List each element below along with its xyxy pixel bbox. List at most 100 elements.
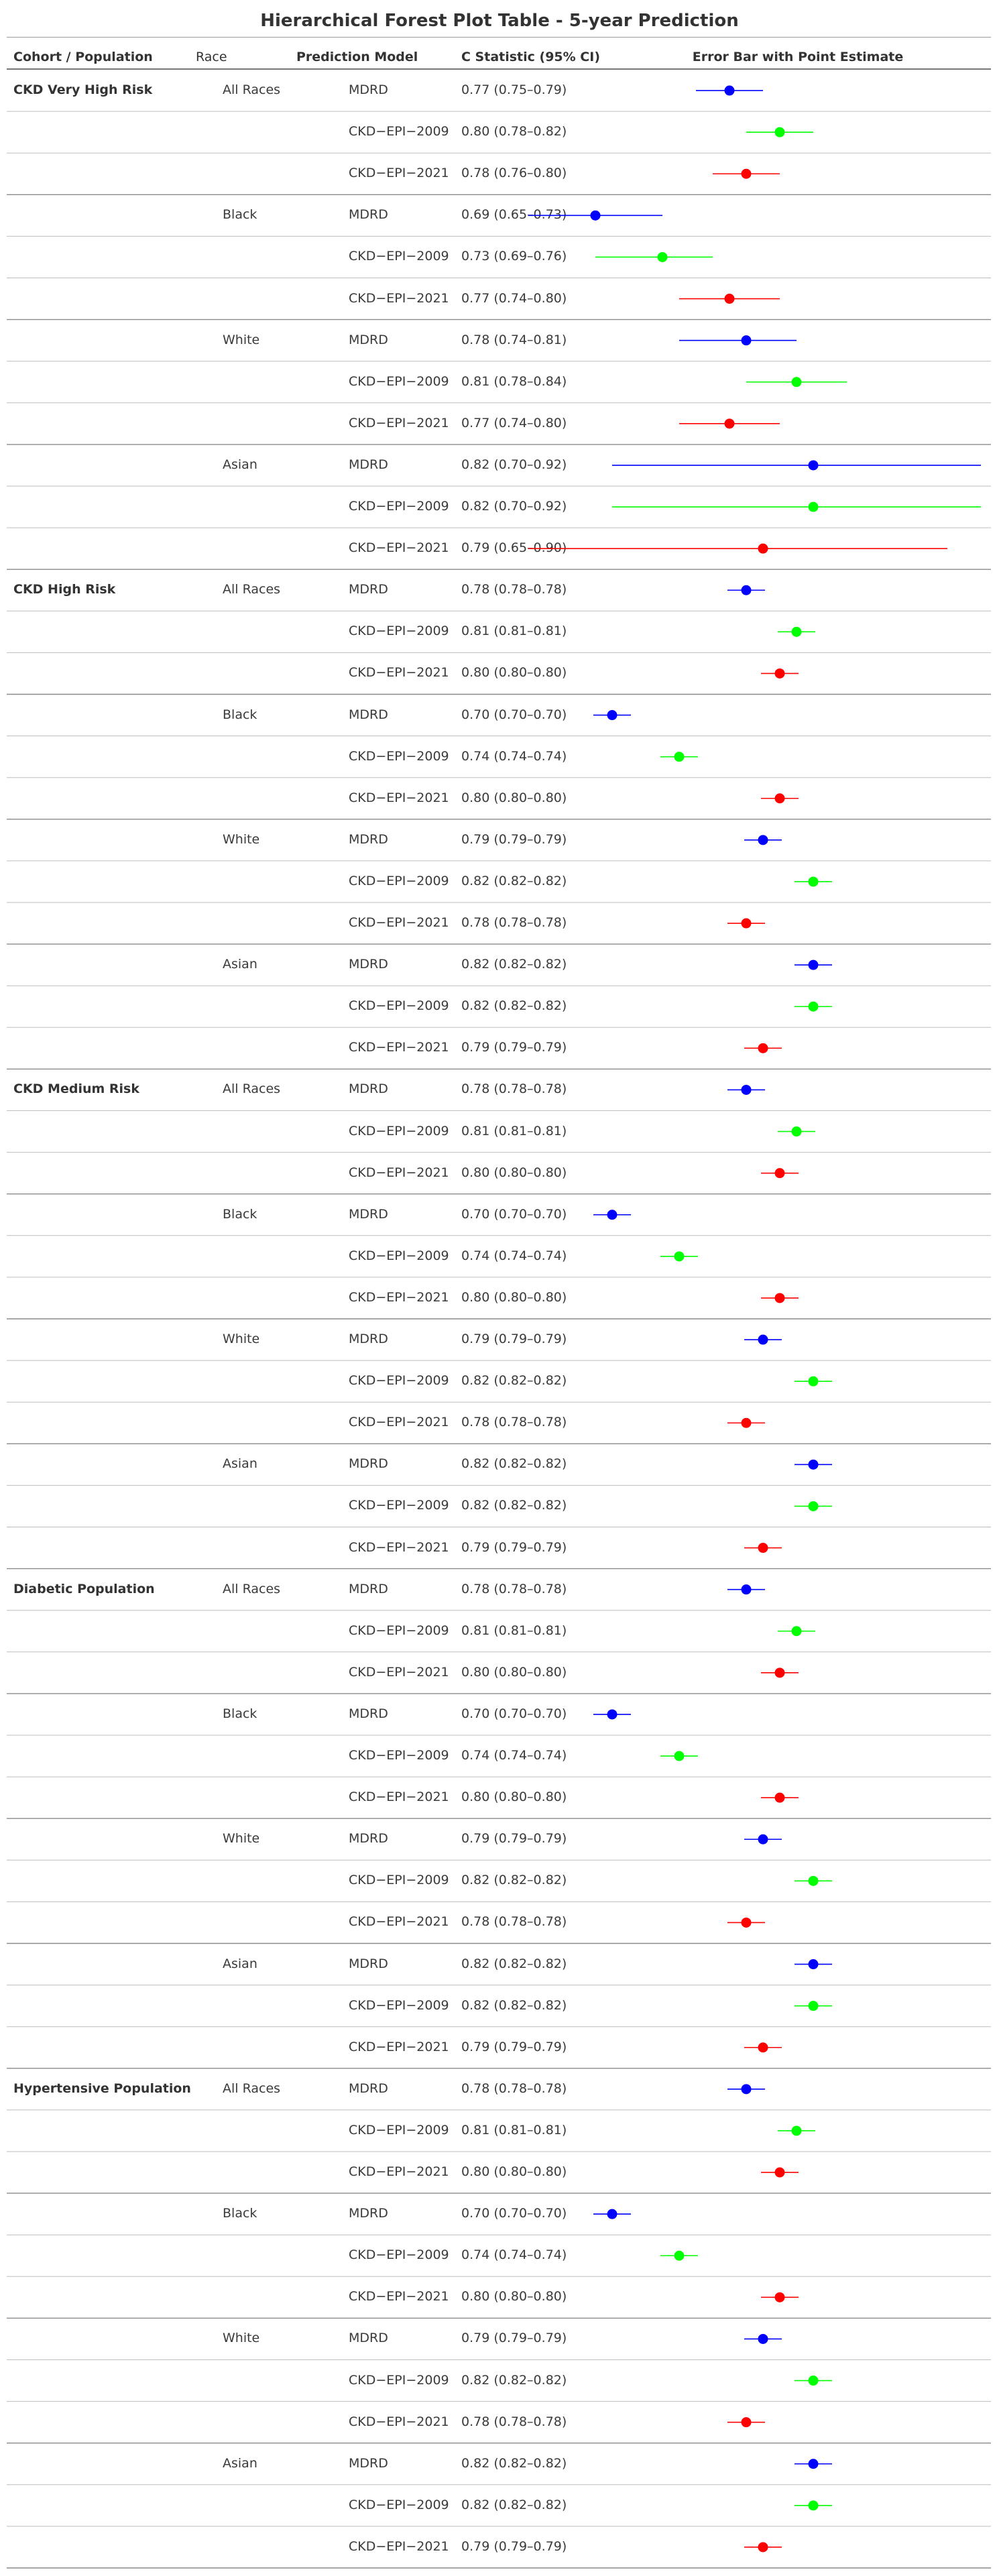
model-label: CKD−EPI−2021 xyxy=(349,2289,449,2304)
cstat-value: 0.79 (0.79–0.79) xyxy=(461,1332,567,1347)
cstat-value: 0.82 (0.70–0.92) xyxy=(461,499,567,514)
model-label: CKD−EPI−2021 xyxy=(349,1539,449,1555)
model-label: CKD−EPI−2021 xyxy=(349,1664,449,1680)
model-label: CKD−EPI−2009 xyxy=(349,1997,449,2013)
point-estimate xyxy=(774,793,785,804)
model-label: CKD−EPI−2021 xyxy=(349,290,449,306)
point-estimate xyxy=(808,1376,819,1387)
cstat-value: 0.82 (0.82–0.82) xyxy=(461,2497,567,2512)
model-label: MDRD xyxy=(349,582,388,597)
model-label: MDRD xyxy=(349,2081,388,2096)
model-label: CKD−EPI−2021 xyxy=(349,2538,449,2554)
cstat-value: 0.80 (0.80–0.80) xyxy=(461,1664,567,1680)
header-race: Race xyxy=(196,50,227,64)
point-estimate xyxy=(674,1251,685,1262)
cstat-value: 0.80 (0.80–0.80) xyxy=(461,665,567,681)
cstat-value: 0.81 (0.81–0.81) xyxy=(461,1623,567,1638)
race-label: White xyxy=(223,831,260,847)
model-label: MDRD xyxy=(349,207,388,223)
cstat-value: 0.79 (0.79–0.79) xyxy=(461,1539,567,1555)
point-estimate xyxy=(808,1459,819,1470)
point-estimate xyxy=(774,668,785,679)
cohort-label: CKD High Risk xyxy=(13,582,116,597)
point-estimate xyxy=(724,294,735,304)
point-estimate xyxy=(674,752,685,762)
race-label: White xyxy=(223,1831,260,1847)
model-label: CKD−EPI−2021 xyxy=(349,540,449,556)
cstat-value: 0.82 (0.82–0.82) xyxy=(461,2455,567,2471)
cstat-value: 0.80 (0.80–0.80) xyxy=(461,1790,567,1805)
point-estimate xyxy=(674,2250,685,2261)
cstat-value: 0.74 (0.74–0.74) xyxy=(461,2247,567,2263)
header-model: Prediction Model xyxy=(296,50,418,64)
model-label: MDRD xyxy=(349,82,388,98)
cstat-value: 0.81 (0.81–0.81) xyxy=(461,2122,567,2138)
model-label: CKD−EPI−2009 xyxy=(349,624,449,639)
point-estimate xyxy=(774,2292,785,2302)
model-label: CKD−EPI−2009 xyxy=(349,1498,449,1513)
race-label: All Races xyxy=(223,2081,281,2096)
cstat-value: 0.82 (0.82–0.82) xyxy=(461,1997,567,2013)
cstat-value: 0.77 (0.74–0.80) xyxy=(461,415,567,430)
cstat-value: 0.82 (0.82–0.82) xyxy=(461,1498,567,1513)
model-label: CKD−EPI−2021 xyxy=(349,790,449,805)
cstat-value: 0.78 (0.78–0.78) xyxy=(461,582,567,597)
cstat-value: 0.81 (0.81–0.81) xyxy=(461,1123,567,1138)
cstat-value: 0.78 (0.78–0.78) xyxy=(461,1415,567,1430)
race-label: All Races xyxy=(223,1081,281,1097)
cstat-value: 0.73 (0.69–0.76) xyxy=(461,249,567,264)
point-estimate xyxy=(791,1626,802,1637)
point-estimate xyxy=(808,876,819,887)
point-estimate xyxy=(657,251,668,262)
model-label: CKD−EPI−2009 xyxy=(349,998,449,1014)
cstat-value: 0.82 (0.82–0.82) xyxy=(461,2372,567,2388)
point-estimate xyxy=(808,2459,819,2469)
model-label: MDRD xyxy=(349,2455,388,2471)
point-estimate xyxy=(758,2542,768,2553)
cstat-value: 0.81 (0.81–0.81) xyxy=(461,624,567,639)
cstat-value: 0.74 (0.74–0.74) xyxy=(461,748,567,764)
point-estimate xyxy=(741,585,752,595)
model-label: CKD−EPI−2009 xyxy=(349,1873,449,1888)
cohort-label: Hypertensive Population xyxy=(13,2081,191,2096)
model-label: CKD−EPI−2021 xyxy=(349,665,449,681)
model-label: CKD−EPI−2021 xyxy=(349,415,449,430)
race-label: Asian xyxy=(223,957,257,972)
point-estimate xyxy=(724,85,735,96)
model-label: MDRD xyxy=(349,1706,388,1721)
model-label: MDRD xyxy=(349,457,388,472)
point-estimate xyxy=(758,835,768,845)
point-estimate xyxy=(774,1293,785,1303)
point-estimate xyxy=(791,377,802,388)
title-rule xyxy=(7,37,991,38)
model-label: CKD−EPI−2009 xyxy=(349,2372,449,2388)
point-estimate xyxy=(808,460,819,471)
race-label: All Races xyxy=(223,82,281,98)
cstat-value: 0.78 (0.78–0.78) xyxy=(461,1914,567,1930)
model-label: MDRD xyxy=(349,2331,388,2346)
point-estimate xyxy=(808,502,819,512)
cstat-value: 0.82 (0.82–0.82) xyxy=(461,998,567,1014)
cstat-value: 0.78 (0.78–0.78) xyxy=(461,2414,567,2429)
cstat-value: 0.70 (0.70–0.70) xyxy=(461,2206,567,2221)
point-estimate xyxy=(741,2084,752,2095)
point-estimate xyxy=(808,959,819,970)
model-label: MDRD xyxy=(349,332,388,347)
point-estimate xyxy=(774,1667,785,1678)
model-label: CKD−EPI−2009 xyxy=(349,2247,449,2263)
model-label: CKD−EPI−2009 xyxy=(349,2497,449,2512)
cstat-value: 0.79 (0.79–0.79) xyxy=(461,1040,567,1055)
model-label: CKD−EPI−2021 xyxy=(349,1040,449,1055)
header-cohort: Cohort / Population xyxy=(13,50,153,64)
model-label: MDRD xyxy=(349,1206,388,1222)
model-label: MDRD xyxy=(349,1456,388,1472)
point-estimate xyxy=(590,210,601,221)
model-label: CKD−EPI−2009 xyxy=(349,1748,449,1763)
cstat-value: 0.79 (0.79–0.79) xyxy=(461,2331,567,2346)
cstat-value: 0.70 (0.70–0.70) xyxy=(461,1206,567,1222)
race-label: Asian xyxy=(223,1456,257,1472)
cstat-value: 0.79 (0.79–0.79) xyxy=(461,1831,567,1847)
point-estimate xyxy=(791,2125,802,2136)
point-estimate xyxy=(741,1417,752,1428)
